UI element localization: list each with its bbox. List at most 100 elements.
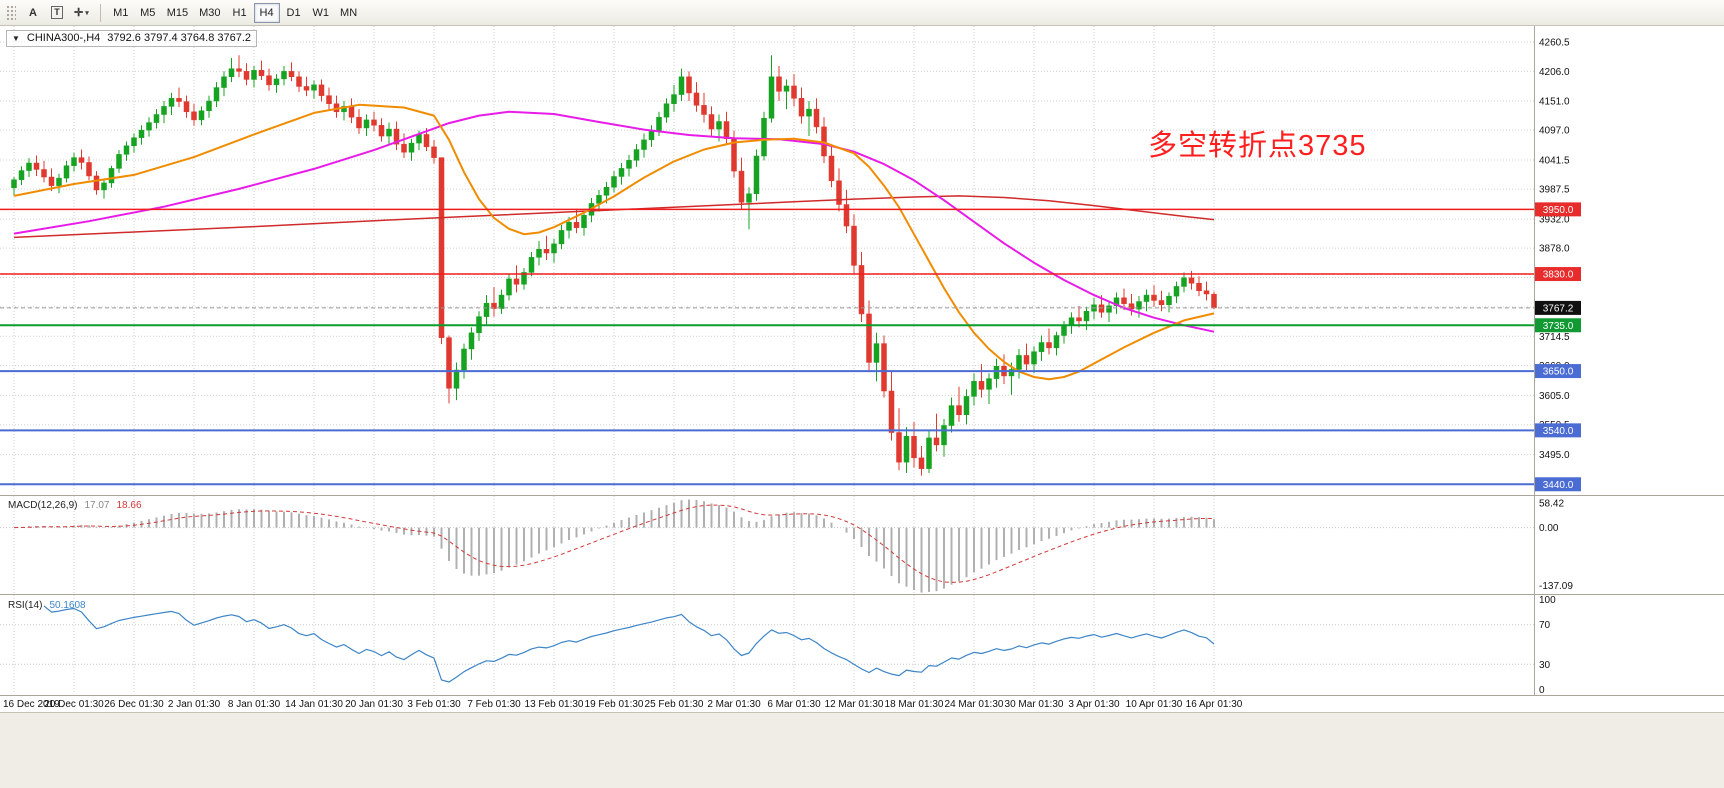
macd-axis-label: -137.09 (1539, 581, 1573, 592)
bottom-panel (0, 712, 1724, 788)
time-tick-label: 6 Mar 01:30 (767, 699, 821, 710)
toolbar: A T ✛ ▾ M1 M5 M15 M30 H1 H4 D1 W1 MN (0, 0, 1724, 26)
time-tick-label: 26 Dec 01:30 (104, 699, 164, 710)
text-tool-icon: A (29, 6, 37, 19)
time-tick-label: 20 Dec 01:30 (44, 699, 104, 710)
macd-signal-line (13, 504, 1215, 583)
timeframe-h4-button[interactable]: H4 (253, 2, 280, 23)
timeframe-d1-button[interactable]: D1 (281, 3, 307, 23)
price-tick-label: 3714.5 (1539, 332, 1570, 343)
rsi-axis-label: 100 (1539, 595, 1556, 606)
svg-text:3440.0: 3440.0 (1543, 480, 1574, 491)
ma-magenta-line (13, 110, 1215, 333)
symbol-timeframe-label: CHINA300-,H4 (26, 32, 101, 44)
chart-canvas[interactable]: 4260.5 4206.0 4151.0 4097.0 4041.5 3987.5 3932… (0, 26, 1724, 712)
macd-axis-label: 0.00 (1539, 523, 1559, 534)
macd-histogram (20, 499, 1215, 593)
price-badge-3735.0: 3735.0 (1535, 318, 1581, 333)
rsi-axis-label: 70 (1539, 620, 1551, 631)
svg-text:3540.0: 3540.0 (1543, 426, 1574, 437)
rsi-axis-label: 30 (1539, 660, 1551, 671)
time-tick-label: 14 Jan 01:30 (285, 699, 343, 710)
drawing-tools-group: A T ✛ ▾ (22, 3, 93, 23)
svg-text:3950.0: 3950.0 (1543, 205, 1574, 216)
chart-header: ▼ CHINA300-,H4 3792.6 3797.4 3764.8 3767… (6, 30, 258, 47)
ma-orange-line (13, 103, 1215, 381)
price-tick-label: 4260.5 (1539, 38, 1570, 49)
chart-text-annotation: 多空转折点3735 (1148, 130, 1367, 162)
rsi-line (43, 605, 1215, 683)
macd-axis-label: 58.42 (1539, 498, 1564, 509)
svg-text:3767.2: 3767.2 (1543, 303, 1574, 314)
time-tick-label: 12 Mar 01:30 (825, 699, 884, 710)
rsi-name: RSI(14) (8, 600, 43, 611)
price-badge-3950.0: 3950.0 (1535, 202, 1581, 217)
time-tick-label: 2 Jan 01:30 (168, 699, 221, 710)
text-tool-button[interactable]: A (22, 3, 44, 23)
timeframe-m5-button[interactable]: M5 (135, 3, 161, 23)
macd-signal-value: 18.66 (116, 500, 142, 511)
timeframe-m30-button[interactable]: M30 (194, 3, 225, 23)
macd-indicator-label: MACD(12,26,9) 17.07 18.66 (8, 500, 142, 511)
price-tick-label: 4151.0 (1539, 97, 1570, 108)
candlestick-series (11, 55, 1217, 476)
time-tick-label: 24 Mar 01:30 (945, 699, 1004, 710)
oneclick-dropdown-icon[interactable]: ▼ (12, 33, 20, 43)
toolbar-separator (99, 3, 101, 22)
time-tick-label: 16 Apr 01:30 (1186, 699, 1243, 710)
text-label-tool-icon: T (51, 6, 63, 19)
time-tick-label: 10 Apr 01:30 (1126, 699, 1183, 710)
price-tick-label: 3878.0 (1539, 244, 1570, 255)
chevron-down-icon: ▾ (85, 9, 89, 17)
toolbar-grip[interactable] (6, 4, 16, 21)
svg-text:3650.0: 3650.0 (1543, 367, 1574, 378)
price-tick-label: 3605.0 (1539, 391, 1570, 402)
macd-name: MACD(12,26,9) (8, 500, 78, 511)
time-tick-label: 16 Dec 2019 (3, 699, 60, 710)
price-tick-label: 4206.0 (1539, 67, 1570, 78)
time-tick-label: 30 Mar 01:30 (1005, 699, 1064, 710)
rsi-indicator-label: RSI(14) 50.1608 (8, 600, 86, 611)
chart-window: 4260.5 4206.0 4151.0 4097.0 4041.5 3987.5 3932… (0, 26, 1724, 712)
time-tick-label: 20 Jan 01:30 (345, 699, 403, 710)
timeframe-group: M1 M5 M15 M30 H1 H4 D1 W1 MN (108, 2, 362, 23)
time-tick-label: 19 Feb 01:30 (585, 699, 644, 710)
timeframe-m15-button[interactable]: M15 (162, 3, 193, 23)
price-tick-label: 4041.5 (1539, 156, 1570, 167)
time-tick-label: 7 Feb 01:30 (467, 699, 521, 710)
price-badge-3650.0: 3650.0 (1535, 364, 1581, 379)
time-tick-label: 3 Feb 01:30 (407, 699, 461, 710)
svg-text:3735.0: 3735.0 (1543, 321, 1574, 332)
timeframe-m1-button[interactable]: M1 (108, 3, 134, 23)
text-label-tool-button[interactable]: T (46, 3, 68, 23)
ohlc-values: 3792.6 3797.4 3764.8 3767.2 (107, 32, 252, 44)
timeframe-h1-button[interactable]: H1 (227, 3, 253, 23)
time-tick-label: 2 Mar 01:30 (707, 699, 761, 710)
price-tick-label: 3495.0 (1539, 450, 1570, 461)
macd-main-value: 17.07 (84, 500, 110, 511)
time-gridlines (13, 26, 1215, 694)
price-badge-3540.0: 3540.0 (1535, 423, 1581, 438)
price-tick-label: 4097.0 (1539, 126, 1570, 137)
price-badge-3767.2: 3767.2 (1535, 300, 1581, 315)
crosshair-tool-icon: ✛ (74, 7, 84, 19)
time-tick-label: 25 Feb 01:30 (645, 699, 704, 710)
time-tick-label: 3 Apr 01:30 (1068, 699, 1120, 710)
price-badge-3830.0: 3830.0 (1535, 267, 1581, 282)
rsi-value: 50.1608 (49, 600, 86, 611)
chart-background (0, 26, 1724, 712)
price-badge-3440.0: 3440.0 (1535, 477, 1581, 492)
crosshair-tool-button[interactable]: ✛ ▾ (70, 3, 93, 23)
time-tick-label: 18 Mar 01:30 (885, 699, 944, 710)
price-tick-label: 3987.5 (1539, 185, 1570, 196)
time-tick-label: 8 Jan 01:30 (228, 699, 281, 710)
price-tick-label: 3932.0 (1539, 215, 1570, 226)
rsi-axis-label: 0 (1539, 685, 1545, 696)
timeframe-mn-button[interactable]: MN (335, 3, 362, 23)
svg-text:3830.0: 3830.0 (1543, 270, 1574, 281)
ma-red-line (13, 195, 1215, 239)
pane-separators (0, 26, 1724, 696)
timeframe-w1-button[interactable]: W1 (308, 3, 335, 23)
